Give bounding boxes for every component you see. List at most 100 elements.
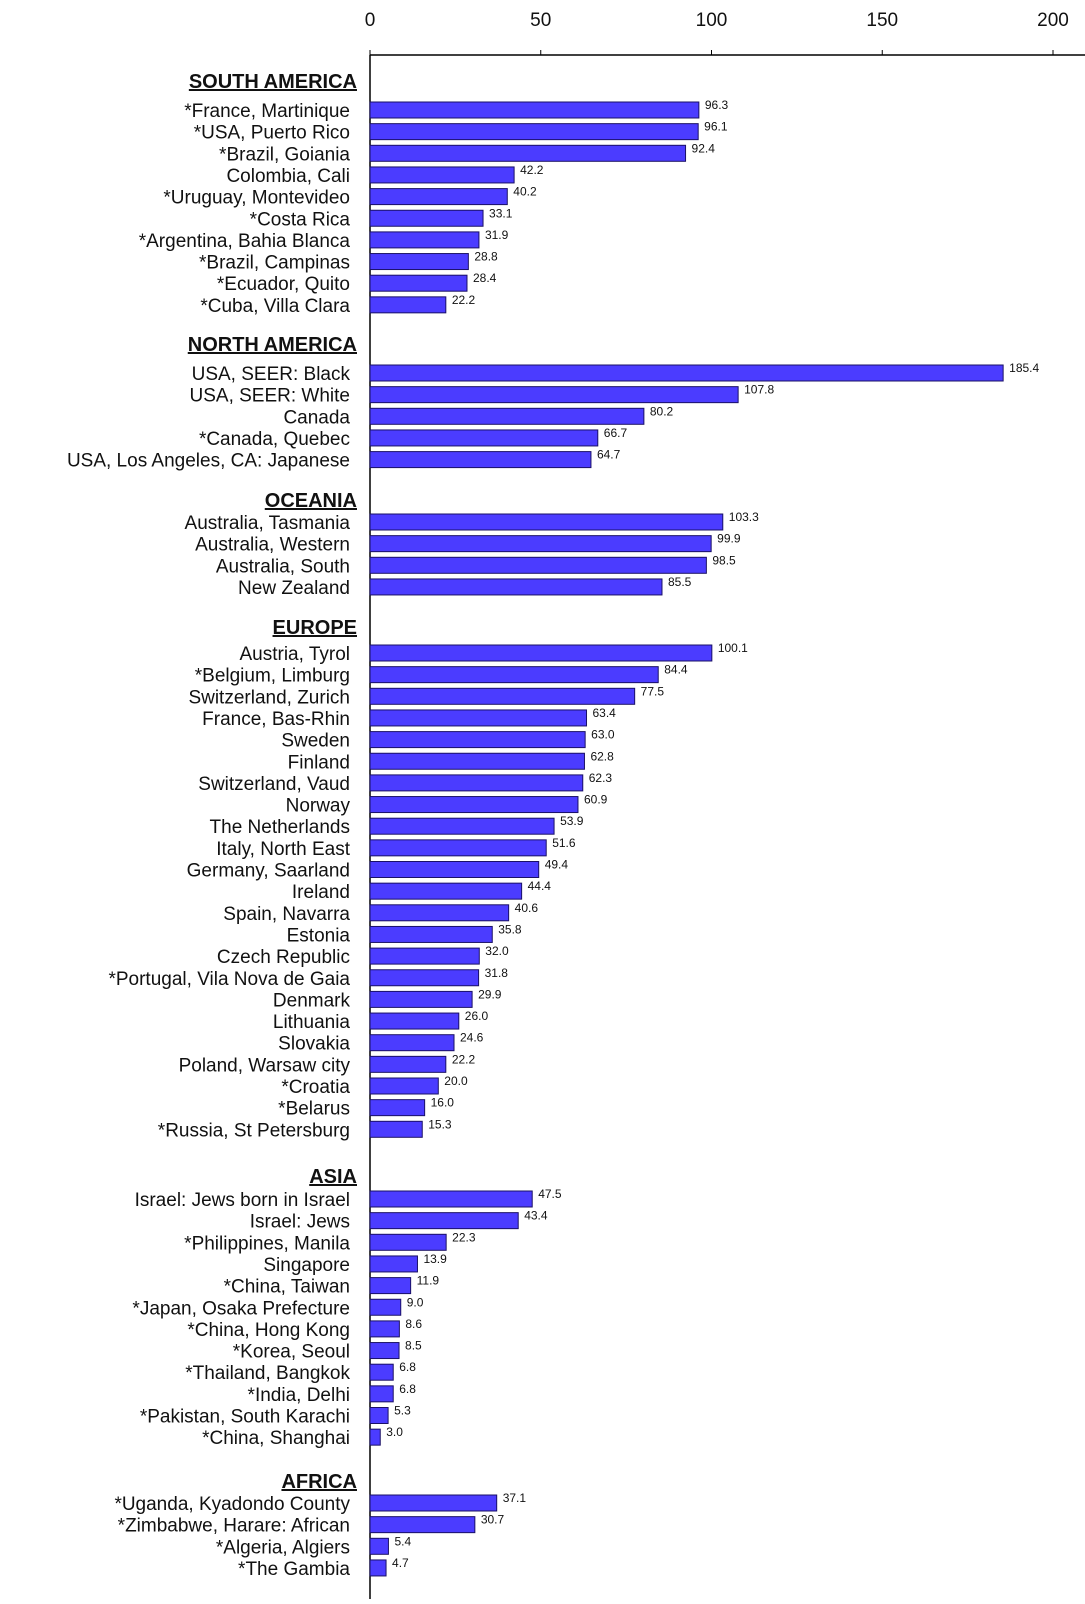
data-label: 64.7 xyxy=(597,448,621,462)
category-label: Australia, South xyxy=(216,556,350,577)
data-label: 33.1 xyxy=(489,206,513,220)
data-label: 63.4 xyxy=(593,706,617,720)
data-label: 185.4 xyxy=(1009,361,1039,375)
category-label: *USA, Puerto Rico xyxy=(194,123,350,144)
category-label: Denmark xyxy=(273,990,351,1011)
data-label: 44.4 xyxy=(528,879,552,893)
bar xyxy=(369,969,480,987)
category-label: *Pakistan, South Karachi xyxy=(140,1407,350,1428)
data-label: 26.0 xyxy=(465,1009,489,1023)
bar xyxy=(369,451,592,469)
data-label: 20.0 xyxy=(444,1074,468,1088)
category-label: *Argentina, Bahia Blanca xyxy=(139,231,351,252)
data-label: 6.8 xyxy=(399,1382,416,1396)
data-label: 84.4 xyxy=(664,663,688,677)
data-label: 63.0 xyxy=(591,728,615,742)
bar xyxy=(369,274,468,292)
bar xyxy=(369,774,584,792)
data-label: 96.1 xyxy=(704,120,728,134)
bar xyxy=(369,839,547,857)
bar xyxy=(369,947,480,965)
bar xyxy=(369,904,510,922)
category-label: *Cuba, Villa Clara xyxy=(200,296,350,317)
bar xyxy=(369,101,700,119)
category-label: Germany, Saarland xyxy=(187,861,350,882)
bar xyxy=(369,644,713,662)
data-label: 42.2 xyxy=(520,163,544,177)
bar xyxy=(369,752,585,770)
bar xyxy=(369,1034,455,1052)
category-label: *Uganda, Kyadondo County xyxy=(114,1494,350,1515)
group-label: AFRICA xyxy=(281,1471,357,1493)
data-label: 13.9 xyxy=(423,1252,447,1266)
bar xyxy=(369,1012,460,1030)
bar xyxy=(369,296,447,314)
bar xyxy=(369,144,687,162)
bar xyxy=(369,1428,381,1446)
bar xyxy=(369,687,636,705)
bar xyxy=(369,731,586,749)
data-label: 99.9 xyxy=(717,532,741,546)
category-label: *Zimbabwe, Harare: African xyxy=(118,1516,350,1537)
category-label: Switzerland, Zurich xyxy=(188,687,350,708)
category-label: *Uruguay, Montevideo xyxy=(163,188,350,209)
data-label: 103.3 xyxy=(729,510,759,524)
category-label: *Japan, Osaka Prefecture xyxy=(132,1298,350,1319)
bar xyxy=(369,1342,400,1360)
data-label: 22.3 xyxy=(452,1230,476,1244)
x-tick-label: 100 xyxy=(696,10,728,31)
bar xyxy=(369,556,707,574)
data-label: 47.5 xyxy=(538,1187,562,1201)
bar xyxy=(369,1120,423,1138)
category-label: Spain, Navarra xyxy=(223,904,350,925)
category-label: Canada xyxy=(283,407,350,428)
data-label: 16.0 xyxy=(431,1096,455,1110)
category-label: Norway xyxy=(286,796,351,817)
data-label: 53.9 xyxy=(560,814,584,828)
category-label: *Belarus xyxy=(278,1099,350,1120)
bar xyxy=(369,578,663,596)
group-label: NORTH AMERICA xyxy=(188,334,357,356)
bar xyxy=(369,513,724,531)
data-label: 3.0 xyxy=(386,1425,403,1439)
category-label: *Ecuador, Quito xyxy=(217,274,350,295)
bar xyxy=(369,1190,533,1208)
category-label: USA, SEER: Black xyxy=(192,364,351,385)
bar xyxy=(369,209,484,227)
bar xyxy=(369,166,515,184)
group-label: ASIA xyxy=(309,1166,357,1188)
bar xyxy=(369,1099,426,1117)
x-tick-label: 150 xyxy=(866,10,898,31)
data-label: 28.8 xyxy=(474,250,498,264)
bar xyxy=(369,1233,447,1251)
x-tick-label: 0 xyxy=(365,10,376,31)
bar xyxy=(369,796,579,814)
data-label: 107.8 xyxy=(744,383,774,397)
bar xyxy=(369,1255,418,1273)
bar xyxy=(369,1516,476,1534)
category-label: *Brazil, Goiania xyxy=(219,144,350,165)
bar xyxy=(369,817,555,835)
data-label: 49.4 xyxy=(545,858,569,872)
data-label: 51.6 xyxy=(552,836,576,850)
data-label: 5.3 xyxy=(394,1404,411,1418)
category-label: *Croatia xyxy=(281,1077,350,1098)
category-label: *Thailand, Bangkok xyxy=(185,1363,350,1384)
data-label: 8.6 xyxy=(405,1317,422,1331)
bar xyxy=(369,1537,389,1555)
data-label: 92.4 xyxy=(692,141,716,155)
bar xyxy=(369,1494,498,1512)
category-label: Australia, Western xyxy=(195,535,350,556)
bar xyxy=(369,188,508,206)
category-label: France, Bas-Rhin xyxy=(202,709,350,730)
category-label: *Algeria, Algiers xyxy=(216,1537,350,1558)
category-label: Israel: Jews xyxy=(250,1212,350,1233)
data-label: 96.3 xyxy=(705,98,729,112)
category-label: New Zealand xyxy=(238,578,350,599)
bar xyxy=(369,231,480,249)
data-label: 32.0 xyxy=(485,944,509,958)
data-label: 40.2 xyxy=(513,185,537,199)
bar xyxy=(369,1077,439,1095)
data-label: 5.4 xyxy=(394,1534,411,1548)
